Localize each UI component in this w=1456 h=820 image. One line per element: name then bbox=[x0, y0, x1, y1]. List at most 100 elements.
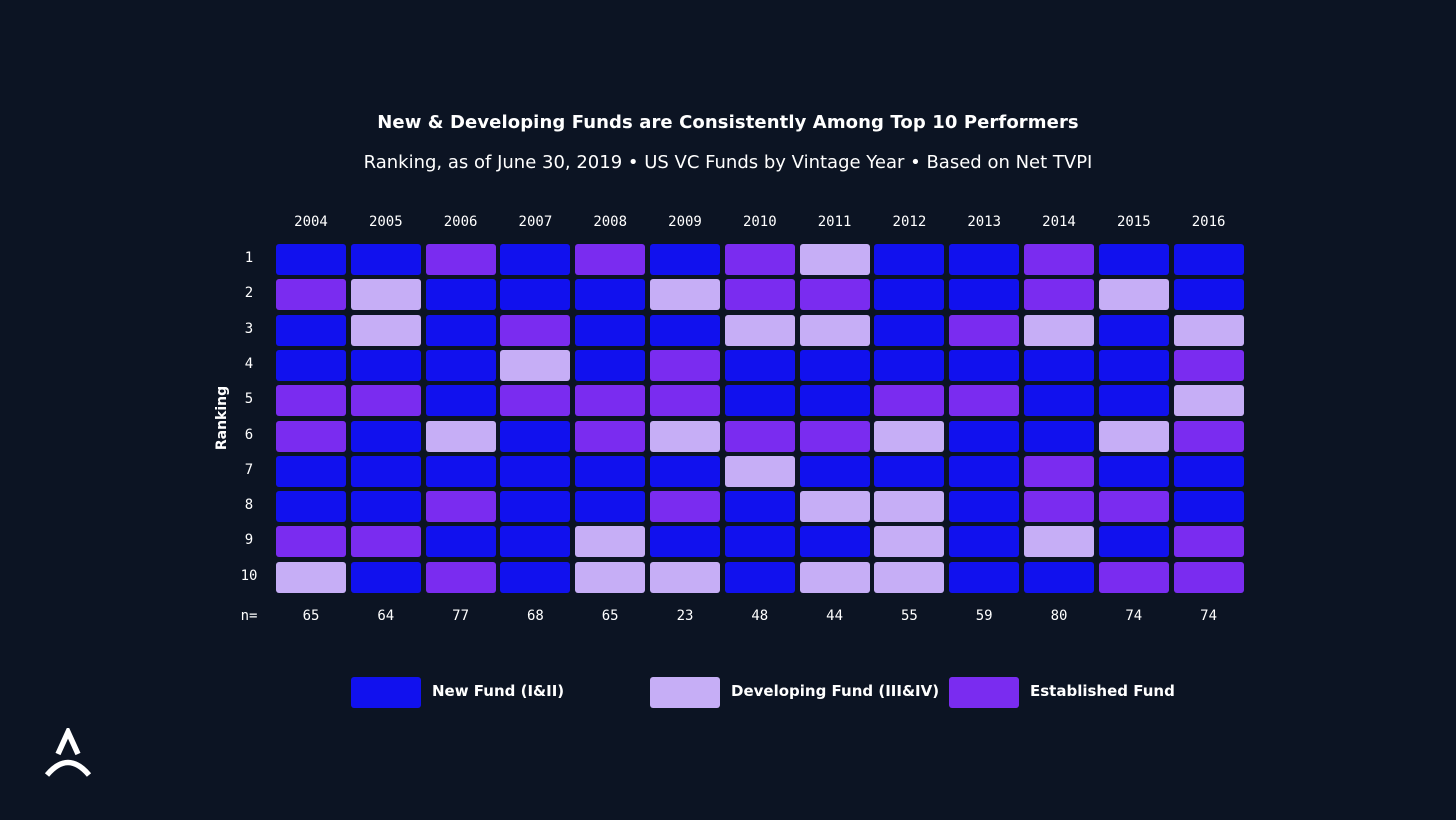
cell-2011-rank-6 bbox=[799, 420, 870, 452]
n-value-2014: 80 bbox=[1050, 608, 1068, 624]
n-value-2011: 44 bbox=[826, 608, 844, 624]
legend-swatch-D bbox=[650, 677, 720, 708]
year-label-2007: 2007 bbox=[518, 214, 553, 230]
cell-2008-rank-8 bbox=[575, 491, 646, 523]
cell-2013-rank-8 bbox=[949, 491, 1020, 523]
cell-2014-rank-9 bbox=[1024, 526, 1094, 558]
cell-2014-rank-3 bbox=[1024, 314, 1094, 346]
cell-2009-rank-4 bbox=[650, 349, 720, 381]
cell-2013-rank-10 bbox=[949, 561, 1020, 593]
cell-2006-rank-2 bbox=[425, 279, 496, 311]
cell-2006-rank-1 bbox=[425, 244, 496, 275]
cell-2015-rank-6 bbox=[1098, 420, 1169, 452]
cell-2004-rank-8 bbox=[276, 491, 346, 523]
cell-2005-rank-10 bbox=[350, 561, 421, 593]
cell-2016-rank-2 bbox=[1173, 279, 1244, 311]
cell-2010-rank-8 bbox=[724, 491, 795, 523]
rank-label-2: 2 bbox=[244, 285, 254, 302]
cell-2012-rank-7 bbox=[874, 455, 945, 487]
cell-2013-rank-3 bbox=[949, 314, 1020, 346]
cell-2011-rank-7 bbox=[799, 455, 870, 487]
cell-2009-rank-5 bbox=[650, 385, 720, 417]
legend-label-E: Established Fund bbox=[1030, 682, 1175, 700]
cell-2016-rank-6 bbox=[1173, 420, 1244, 452]
cell-2012-rank-5 bbox=[874, 385, 945, 417]
cell-2005-rank-7 bbox=[350, 455, 421, 487]
rank-label-9: 9 bbox=[244, 532, 254, 549]
cell-2008-rank-10 bbox=[575, 561, 646, 593]
year-label-2010: 2010 bbox=[742, 214, 777, 230]
cell-2015-rank-2 bbox=[1098, 279, 1169, 311]
cell-2016-rank-7 bbox=[1173, 455, 1244, 487]
cell-2015-rank-10 bbox=[1098, 561, 1169, 593]
cell-2010-rank-2 bbox=[724, 279, 795, 311]
n-value-2008: 65 bbox=[601, 608, 619, 624]
n-value-2004: 65 bbox=[302, 608, 320, 624]
year-label-2005: 2005 bbox=[368, 214, 403, 230]
cell-2015-rank-5 bbox=[1098, 385, 1169, 417]
cell-2012-rank-4 bbox=[874, 349, 945, 381]
cell-2009-rank-1 bbox=[650, 244, 720, 275]
cell-2010-rank-6 bbox=[724, 420, 795, 452]
cell-2016-rank-4 bbox=[1173, 349, 1244, 381]
cell-2004-rank-2 bbox=[276, 279, 346, 311]
cell-2014-rank-2 bbox=[1024, 279, 1094, 311]
cell-2016-rank-3 bbox=[1173, 314, 1244, 346]
year-label-2013: 2013 bbox=[967, 214, 1002, 230]
cell-2013-rank-4 bbox=[949, 349, 1020, 381]
cell-2006-rank-3 bbox=[425, 314, 496, 346]
cell-2011-rank-8 bbox=[799, 491, 870, 523]
cell-2008-rank-9 bbox=[575, 526, 646, 558]
cell-2008-rank-2 bbox=[575, 279, 646, 311]
rank-label-7: 7 bbox=[244, 461, 254, 478]
cell-2007-rank-5 bbox=[500, 385, 571, 417]
cell-2006-rank-6 bbox=[425, 420, 496, 452]
cell-2005-rank-6 bbox=[350, 420, 421, 452]
cell-2004-rank-9 bbox=[276, 526, 346, 558]
rank-label-1: 1 bbox=[244, 250, 254, 266]
cell-2007-rank-9 bbox=[500, 526, 571, 558]
cell-2014-rank-4 bbox=[1024, 349, 1094, 381]
cell-2007-rank-10 bbox=[500, 561, 571, 593]
cell-2005-rank-1 bbox=[350, 244, 421, 275]
cell-2016-rank-8 bbox=[1173, 491, 1244, 523]
n-value-2009: 23 bbox=[676, 608, 694, 624]
cell-2011-rank-2 bbox=[799, 279, 870, 311]
cell-2012-rank-10 bbox=[874, 561, 945, 593]
cell-2014-rank-6 bbox=[1024, 420, 1094, 452]
cell-2009-rank-10 bbox=[650, 561, 720, 593]
cell-2014-rank-8 bbox=[1024, 491, 1094, 523]
cell-2010-rank-3 bbox=[724, 314, 795, 346]
cell-2012-rank-8 bbox=[874, 491, 945, 523]
cell-2006-rank-9 bbox=[425, 526, 496, 558]
cell-2006-rank-8 bbox=[425, 491, 496, 523]
cell-2007-rank-6 bbox=[500, 420, 571, 452]
cell-2011-rank-3 bbox=[799, 314, 870, 346]
cell-2014-rank-7 bbox=[1024, 455, 1094, 487]
cell-2004-rank-7 bbox=[276, 455, 346, 487]
cell-2013-rank-5 bbox=[949, 385, 1020, 417]
cell-2005-rank-2 bbox=[350, 279, 421, 311]
cell-2004-rank-3 bbox=[276, 314, 346, 346]
year-label-2012: 2012 bbox=[892, 214, 927, 230]
cell-2007-rank-2 bbox=[500, 279, 571, 311]
cell-2010-rank-4 bbox=[724, 349, 795, 381]
cell-2007-rank-3 bbox=[500, 314, 571, 346]
cell-2007-rank-7 bbox=[500, 455, 571, 487]
y-axis-label: Ranking bbox=[214, 385, 230, 451]
legend-swatch-E bbox=[949, 677, 1019, 708]
cell-2009-rank-2 bbox=[650, 279, 720, 311]
cell-2015-rank-9 bbox=[1098, 526, 1169, 558]
year-label-2004: 2004 bbox=[294, 214, 328, 230]
cell-2005-rank-8 bbox=[350, 491, 421, 523]
cell-2012-rank-3 bbox=[874, 314, 945, 346]
cell-2009-rank-6 bbox=[650, 420, 720, 452]
n-value-2016: 74 bbox=[1200, 608, 1218, 624]
cell-2014-rank-1 bbox=[1024, 244, 1094, 275]
cell-2006-rank-5 bbox=[425, 385, 496, 417]
cell-2011-rank-5 bbox=[799, 385, 870, 417]
year-label-2015: 2015 bbox=[1116, 214, 1151, 230]
year-label-2006: 2006 bbox=[443, 214, 478, 230]
year-label-2009: 2009 bbox=[668, 214, 702, 230]
cell-2012-rank-2 bbox=[874, 279, 945, 311]
